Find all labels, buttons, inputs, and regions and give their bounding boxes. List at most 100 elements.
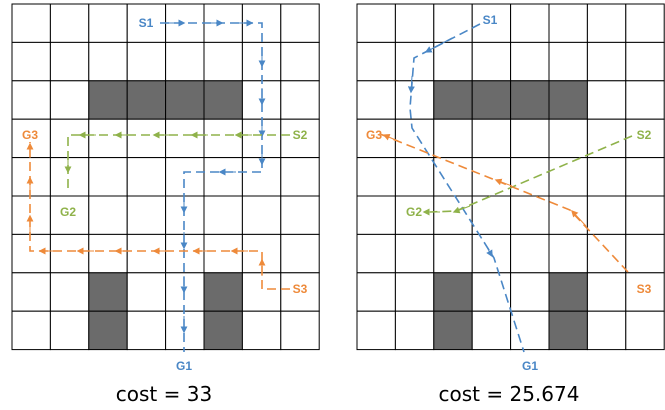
- grid-cell: [356, 41, 396, 82]
- grid-cell: [88, 233, 128, 274]
- grid-cell: [49, 3, 90, 43]
- grid-cell: [241, 272, 282, 312]
- grid-cell: [586, 41, 627, 82]
- grid-cell: [510, 233, 550, 274]
- grid-cell: [165, 310, 205, 351]
- grid-cell: [165, 157, 205, 197]
- grid-cell: [126, 157, 167, 197]
- right-blue-arrow: [424, 37, 453, 53]
- grid-cell: [394, 3, 435, 43]
- grid-cell: [510, 195, 550, 235]
- right-start-label-orange: S3: [637, 282, 652, 296]
- left-goal-label-blue: G1: [176, 359, 192, 373]
- right-goal-label-blue: G1: [522, 359, 538, 373]
- grid-cell: [203, 157, 243, 197]
- grid-cell: [394, 41, 435, 82]
- grid-cell: [433, 233, 473, 274]
- obstacle-cell: [510, 80, 550, 120]
- grid-cell: [471, 272, 512, 312]
- obstacle-cell: [471, 80, 512, 120]
- grid-cell: [625, 3, 665, 43]
- grid-cell: [510, 157, 550, 197]
- left-start-label-blue: S1: [139, 16, 154, 30]
- grid-cell: [625, 310, 665, 351]
- grid-cell: [548, 233, 588, 274]
- grid-cell: [471, 195, 512, 235]
- grid-cell: [586, 3, 627, 43]
- grid-cell: [471, 310, 512, 351]
- left-start-label-orange: S3: [293, 282, 308, 296]
- grid-cell: [241, 195, 282, 235]
- grid-cell: [203, 233, 243, 274]
- obstacle-cell: [433, 80, 473, 120]
- right-start-label-blue: S1: [483, 13, 498, 27]
- grid-cell: [548, 41, 588, 82]
- obstacle-cell: [548, 80, 588, 120]
- right-orange-arrow: [494, 178, 513, 187]
- grid-cell: [471, 3, 512, 43]
- obstacle-cell: [548, 310, 588, 351]
- grid-cell: [625, 272, 665, 312]
- grid-cell: [49, 80, 90, 120]
- right-orange-arrow: [382, 133, 399, 142]
- grid-cell: [280, 157, 320, 197]
- grid-cell: [126, 3, 167, 43]
- grid-cell: [11, 157, 51, 197]
- grid-cell: [394, 157, 435, 197]
- obstacle-cell: [203, 80, 243, 120]
- grid-cell: [510, 41, 550, 82]
- grid-cell: [586, 233, 627, 274]
- grid-cell: [356, 272, 396, 312]
- grid-cell: [510, 272, 550, 312]
- grid-cell: [433, 118, 473, 159]
- grid-cell: [11, 310, 51, 351]
- obstacle-cell: [165, 80, 205, 120]
- obstacle-cell: [203, 272, 243, 312]
- grid-cell: [11, 41, 51, 82]
- grid-cell: [586, 272, 627, 312]
- grid-cell: [471, 41, 512, 82]
- grid-cell: [280, 41, 320, 82]
- left-goal-label-orange: G3: [22, 128, 38, 142]
- grid-cell: [394, 118, 435, 159]
- grid-cell: [394, 233, 435, 274]
- grid-cell: [433, 41, 473, 82]
- grid-cell: [126, 118, 167, 159]
- grid-cell: [433, 195, 473, 235]
- right-blue-arrow: [483, 241, 493, 258]
- grid-cell: [625, 195, 665, 235]
- grid-cell: [88, 118, 128, 159]
- grid-cell: [510, 118, 550, 159]
- grid-cell: [586, 195, 627, 235]
- grid-cell: [126, 41, 167, 82]
- grid-cell: [625, 157, 665, 197]
- grid-cell: [586, 310, 627, 351]
- right-start-label-green: S2: [637, 128, 652, 142]
- right-cost-label: cost = 25.674: [439, 382, 580, 406]
- grid-cell: [586, 80, 627, 120]
- grid-cell: [280, 233, 320, 274]
- grid-cell: [203, 41, 243, 82]
- obstacle-cell: [88, 80, 128, 120]
- obstacle-cell: [88, 272, 128, 312]
- grid-cell: [126, 195, 167, 235]
- grid-cell: [11, 3, 51, 43]
- grid-cell: [356, 195, 396, 235]
- right-grid-cells: [356, 3, 665, 351]
- left-goal-label-green: G2: [60, 205, 76, 219]
- right-green-arrow: [452, 205, 471, 214]
- grid-cell: [49, 157, 90, 197]
- grid-cell: [126, 272, 167, 312]
- grid-cell: [280, 310, 320, 351]
- grid-cell: [11, 195, 51, 235]
- grid-cell: [11, 233, 51, 274]
- grid-cell: [88, 41, 128, 82]
- grid-cell: [356, 233, 396, 274]
- obstacle-cell: [88, 310, 128, 351]
- grid-cell: [165, 41, 205, 82]
- obstacle-cell: [433, 310, 473, 351]
- left-cost-label: cost = 33: [116, 382, 212, 406]
- left-start-label-green: S2: [293, 128, 308, 142]
- grid-cell: [394, 272, 435, 312]
